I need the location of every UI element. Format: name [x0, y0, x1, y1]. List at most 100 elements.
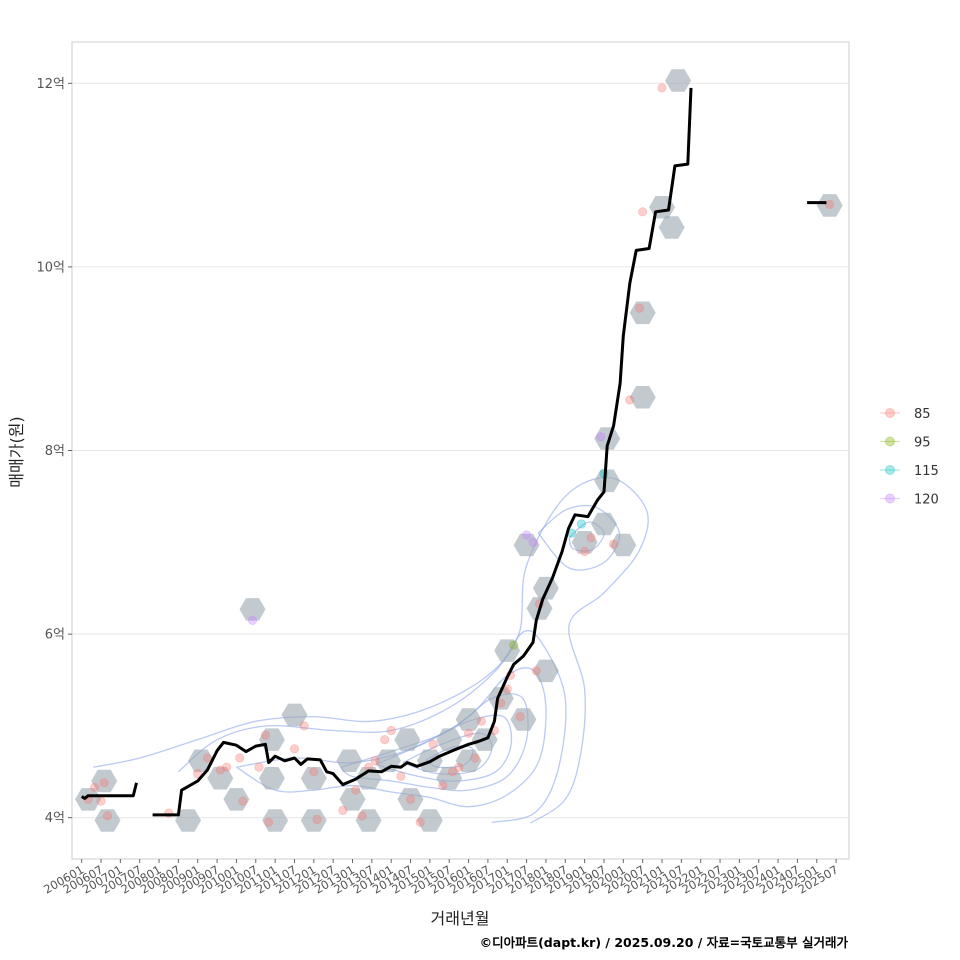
hexbin-cell	[610, 533, 637, 557]
data-point	[370, 756, 380, 766]
y-tick-label: 4억	[45, 811, 65, 826]
hexbin-cell	[513, 533, 540, 557]
hexbin-layer	[75, 69, 843, 832]
data-point	[96, 796, 106, 806]
hexbin-cell	[207, 767, 234, 790]
hexbin-cell	[591, 512, 617, 536]
data-point	[264, 817, 274, 827]
data-point	[470, 753, 480, 763]
data-point	[825, 199, 835, 210]
hexbin-cell	[239, 598, 266, 621]
hexbin-cell	[594, 427, 621, 450]
hexbin-cell	[416, 809, 443, 832]
data-point	[312, 814, 322, 825]
data-point	[309, 767, 319, 777]
hexbin-cell	[91, 769, 118, 793]
data-point	[634, 303, 645, 313]
data-point	[386, 725, 396, 736]
data-point	[609, 539, 619, 549]
hexbin-cell	[223, 788, 250, 811]
data-point	[509, 640, 519, 650]
legend-label: 85	[914, 407, 931, 422]
data-point	[102, 811, 113, 821]
data-point	[515, 712, 525, 722]
hexbin-cell	[175, 809, 202, 832]
y-tick-label: 10억	[36, 260, 65, 275]
y-tick-label: 8억	[45, 444, 65, 459]
hexbin-cell	[532, 659, 559, 683]
data-point	[596, 432, 606, 442]
hexbin-cell	[629, 301, 656, 325]
hexbin-cell	[494, 639, 521, 662]
scatter-points	[83, 83, 835, 827]
hexbin-cell	[532, 576, 559, 600]
legend-label: 115	[914, 464, 939, 479]
data-point	[625, 395, 635, 405]
legend-key-point	[885, 408, 895, 418]
hexbin-cell	[816, 194, 843, 217]
hexbin-cell	[487, 687, 514, 710]
data-point	[521, 530, 532, 540]
legend-key-point	[885, 436, 895, 447]
data-point	[405, 794, 416, 804]
hexbin-cell	[339, 788, 366, 811]
legend-key-point	[885, 493, 895, 504]
density-contour	[375, 714, 513, 782]
hexbin-cell	[300, 809, 327, 832]
hexbin-cell	[258, 767, 285, 790]
data-point	[235, 753, 245, 763]
data-point	[215, 765, 225, 775]
legend: 85 95 115 120	[880, 407, 939, 508]
data-point	[531, 666, 541, 676]
data-point	[454, 762, 464, 772]
data-point	[247, 615, 258, 625]
hexbin-cell	[262, 809, 289, 832]
trend-line	[80, 87, 827, 817]
y-axis: 4억 6억 8억 10억 12억	[36, 77, 72, 826]
data-point	[415, 817, 425, 827]
hexbin-cell	[300, 767, 327, 790]
data-point	[463, 728, 474, 738]
data-point	[351, 785, 361, 795]
hexbin-cell	[355, 809, 382, 832]
hexbin-cell	[336, 749, 363, 772]
density-contour	[537, 504, 621, 571]
trend-line-segment	[152, 87, 693, 817]
hexbin-cell	[594, 469, 621, 493]
data-point	[238, 796, 248, 806]
data-point	[202, 753, 213, 763]
data-point	[396, 771, 406, 781]
data-point	[260, 730, 271, 740]
data-point	[476, 716, 487, 726]
gridlines	[72, 82, 849, 819]
data-point	[222, 762, 232, 772]
data-point	[438, 780, 448, 791]
hexbin-cell	[455, 749, 482, 772]
y-axis-title: 매매가(원)	[7, 416, 26, 487]
legend-label: 95	[914, 436, 931, 451]
data-point	[338, 805, 348, 815]
trend-line-segment	[80, 782, 138, 800]
data-point	[657, 83, 667, 93]
legend-label: 120	[914, 493, 939, 508]
hexbin-cell	[629, 386, 656, 409]
hexbin-cell	[665, 69, 692, 92]
hexbin-cell	[658, 216, 685, 239]
data-point	[299, 721, 309, 731]
hexbin-cell	[75, 788, 102, 811]
data-point	[586, 533, 596, 543]
y-tick-label: 6억	[45, 628, 65, 643]
data-point	[89, 782, 100, 792]
legend-key-point	[885, 465, 895, 475]
data-point	[99, 778, 109, 788]
data-point	[254, 762, 264, 772]
data-point	[428, 739, 438, 749]
hexbin-cell	[394, 728, 421, 751]
data-point	[447, 767, 458, 777]
hexbin-cell	[397, 788, 424, 811]
y-tick-label: 12억	[36, 77, 65, 92]
hexbin-cell	[188, 749, 214, 772]
data-point	[576, 519, 587, 529]
hexbin-cell	[436, 728, 463, 751]
